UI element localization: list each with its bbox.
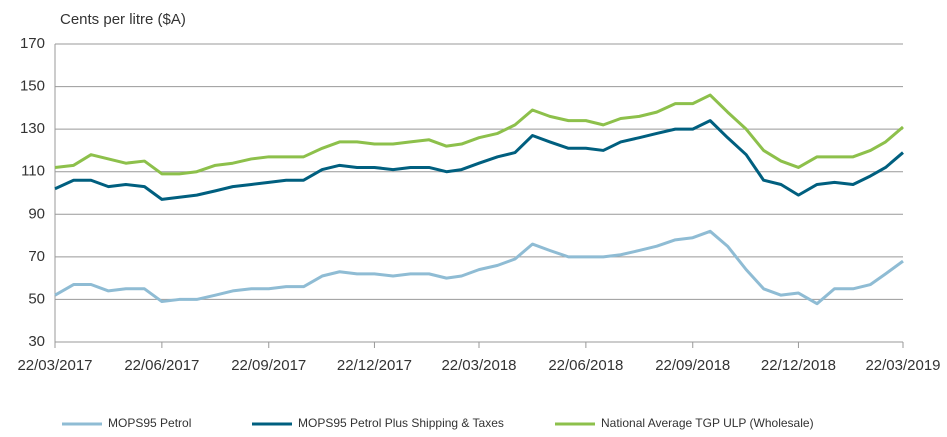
y-tick-label: 110 — [21, 163, 45, 180]
x-tick-label: 22/06/2018 — [548, 357, 623, 374]
x-tick-label: 22/06/2017 — [124, 357, 199, 374]
y-tick-label: 150 — [20, 78, 45, 95]
x-tick-label: 22/12/2017 — [337, 357, 412, 374]
x-tick-label: 22/03/2019 — [865, 357, 940, 374]
x-tick-label: 22/03/2017 — [17, 357, 92, 374]
series-line — [54, 119, 904, 201]
y-tick-label: 70 — [28, 248, 45, 265]
y-tick-label: 50 — [28, 290, 45, 307]
series-line — [54, 229, 904, 306]
x-tick-label: 22/09/2017 — [231, 357, 306, 374]
y-tick-label: 170 — [20, 35, 45, 52]
x-tick-label: 22/12/2018 — [761, 357, 836, 374]
y-tick-label: 130 — [20, 120, 45, 137]
legend-label: MOPS95 Petrol Plus Shipping & Taxes — [298, 416, 504, 430]
series-line — [54, 93, 904, 176]
x-tick-label: 22/09/2018 — [655, 357, 730, 374]
legend-label: National Average TGP ULP (Wholesale) — [601, 416, 814, 430]
x-tick-label: 22/03/2018 — [441, 357, 516, 374]
y-tick-label: 30 — [28, 333, 45, 350]
y-tick-label: 90 — [28, 205, 45, 222]
legend-label: MOPS95 Petrol — [108, 416, 191, 430]
y-axis-label: Cents per litre ($A) — [60, 11, 186, 28]
